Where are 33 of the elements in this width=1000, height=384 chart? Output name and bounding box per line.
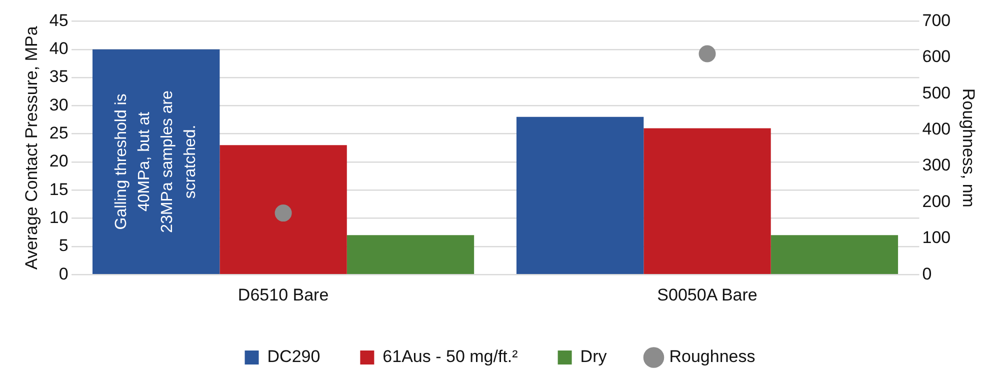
y2-tick-label: 200	[922, 192, 951, 211]
legend-label: 61Aus - 50 mg/ft.²	[382, 347, 518, 366]
y2-axis-title: Roughness, nm	[959, 88, 978, 208]
legend-label: Dry	[580, 347, 608, 366]
y-tick-label: 5	[58, 236, 68, 256]
bar	[346, 235, 474, 274]
bar	[770, 235, 898, 274]
x-tick-label: D6510 Bare	[238, 285, 329, 304]
y-tick-label: 10	[49, 208, 68, 227]
y-axis-title: Average Contact Pressure, MPa	[22, 26, 41, 270]
y-tick-label: 20	[49, 152, 68, 171]
y2-tick-label: 0	[922, 264, 932, 284]
bar	[220, 145, 347, 274]
x-tick-label: S0050A Bare	[657, 285, 758, 304]
bar	[516, 116, 644, 274]
y-tick-label: 35	[49, 67, 68, 86]
bar	[644, 128, 771, 274]
y-tick-label: 25	[49, 124, 68, 143]
y-tick-label: 30	[49, 95, 68, 114]
y-tick-label: 15	[49, 180, 68, 199]
legend-label: DC290	[267, 347, 320, 366]
y2-tick-label: 500	[922, 83, 951, 102]
y2-tick-label: 700	[922, 10, 951, 30]
legend-label: Roughness	[669, 347, 756, 366]
bar	[92, 49, 220, 274]
y-tick-label: 40	[49, 39, 68, 58]
y2-tick-label: 600	[922, 47, 951, 66]
y-tick-label: 45	[49, 10, 68, 30]
y2-tick-label: 400	[922, 119, 951, 138]
annotation: Galling threshold is 40MPa, but at 23MPa samples are scratched.	[113, 90, 200, 233]
y2-tick-label: 300	[922, 156, 951, 175]
y-tick-label: 0	[58, 264, 68, 284]
y2-tick-label: 100	[922, 228, 951, 248]
